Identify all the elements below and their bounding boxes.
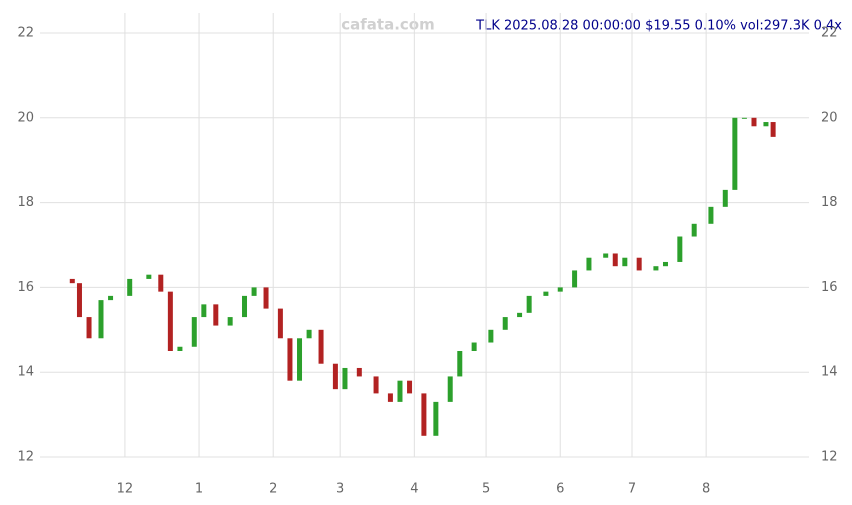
candle-body	[677, 236, 683, 262]
candle-body	[242, 295, 248, 318]
candle-body	[572, 270, 578, 288]
candle-body	[653, 266, 659, 271]
candle-body	[662, 261, 668, 267]
x-tick-label: 6	[556, 482, 564, 497]
candle-body	[191, 317, 197, 347]
candle-body	[158, 274, 164, 292]
candle-body	[708, 206, 714, 224]
candle-body	[332, 363, 338, 390]
chart-title: TLK 2025.08.28 00:00:00 $19.55 0.10% vol…	[475, 19, 842, 34]
y-tick-label: 18	[17, 195, 34, 210]
candle-body	[342, 367, 348, 390]
candle-body	[146, 274, 152, 279]
candle-body	[517, 312, 523, 318]
candle-body	[86, 317, 92, 339]
candle-body	[387, 393, 393, 402]
candle-body	[76, 283, 82, 318]
candle-body	[447, 376, 453, 402]
x-tick-label: 2	[269, 482, 277, 497]
candle-body	[770, 122, 776, 137]
y-tick-label-right: 12	[821, 450, 838, 465]
y-tick-label-right: 22	[821, 26, 838, 41]
watermark: cafata.com	[341, 16, 434, 34]
candle-body	[586, 257, 592, 271]
y-tick-label: 20	[17, 110, 34, 125]
candle-body	[741, 117, 747, 119]
candle-body	[751, 117, 757, 127]
y-tick-label-right: 20	[821, 110, 838, 125]
candle-body	[622, 257, 628, 267]
candle-body	[763, 122, 769, 127]
candle-body	[108, 295, 114, 301]
candle-body	[732, 117, 738, 190]
candle-body	[543, 291, 549, 296]
candle-body	[407, 380, 413, 394]
candle-body	[213, 304, 219, 326]
candle-body	[691, 223, 697, 237]
candle-body	[603, 253, 609, 258]
candle-body	[421, 393, 427, 436]
candle-body	[457, 351, 463, 377]
candle-body	[263, 287, 269, 309]
y-tick-label: 16	[17, 280, 34, 295]
y-tick-label: 22	[17, 26, 34, 41]
y-tick-label-right: 18	[821, 195, 838, 210]
candle-body	[98, 300, 104, 339]
y-tick-label: 14	[17, 365, 34, 380]
candle-body	[277, 308, 283, 339]
x-tick-label: 4	[410, 482, 418, 497]
x-tick-label: 5	[482, 482, 490, 497]
candle-body	[433, 401, 439, 436]
candle-body	[471, 342, 477, 351]
candle-body	[177, 346, 183, 351]
x-tick-label: 8	[702, 482, 710, 497]
candle-body	[287, 338, 293, 381]
x-tick-label: 7	[628, 482, 636, 497]
candle-body	[488, 329, 494, 343]
candle-body	[306, 329, 312, 339]
candle-body	[356, 367, 362, 377]
y-tick-label-right: 16	[821, 280, 838, 295]
x-tick-label: 3	[336, 482, 344, 497]
candle-body	[251, 287, 257, 296]
y-tick-label-right: 14	[821, 365, 838, 380]
candle-body	[318, 329, 324, 364]
candle-body	[722, 189, 728, 207]
candle-body	[397, 380, 403, 402]
candle-body	[201, 304, 207, 318]
candle-body	[297, 338, 303, 381]
candle-body	[167, 291, 173, 351]
candle-body	[526, 295, 532, 313]
candle-body	[127, 278, 133, 296]
candle-body	[612, 253, 618, 267]
candle-body	[502, 317, 508, 330]
y-tick-label: 12	[17, 450, 34, 465]
candle-body	[227, 317, 233, 326]
candle-body	[636, 257, 642, 271]
candle-body	[557, 287, 563, 292]
x-tick-label: 1	[195, 482, 203, 497]
candle-body	[373, 376, 379, 394]
x-tick-label: 12	[117, 482, 134, 497]
candle-body	[69, 278, 75, 284]
